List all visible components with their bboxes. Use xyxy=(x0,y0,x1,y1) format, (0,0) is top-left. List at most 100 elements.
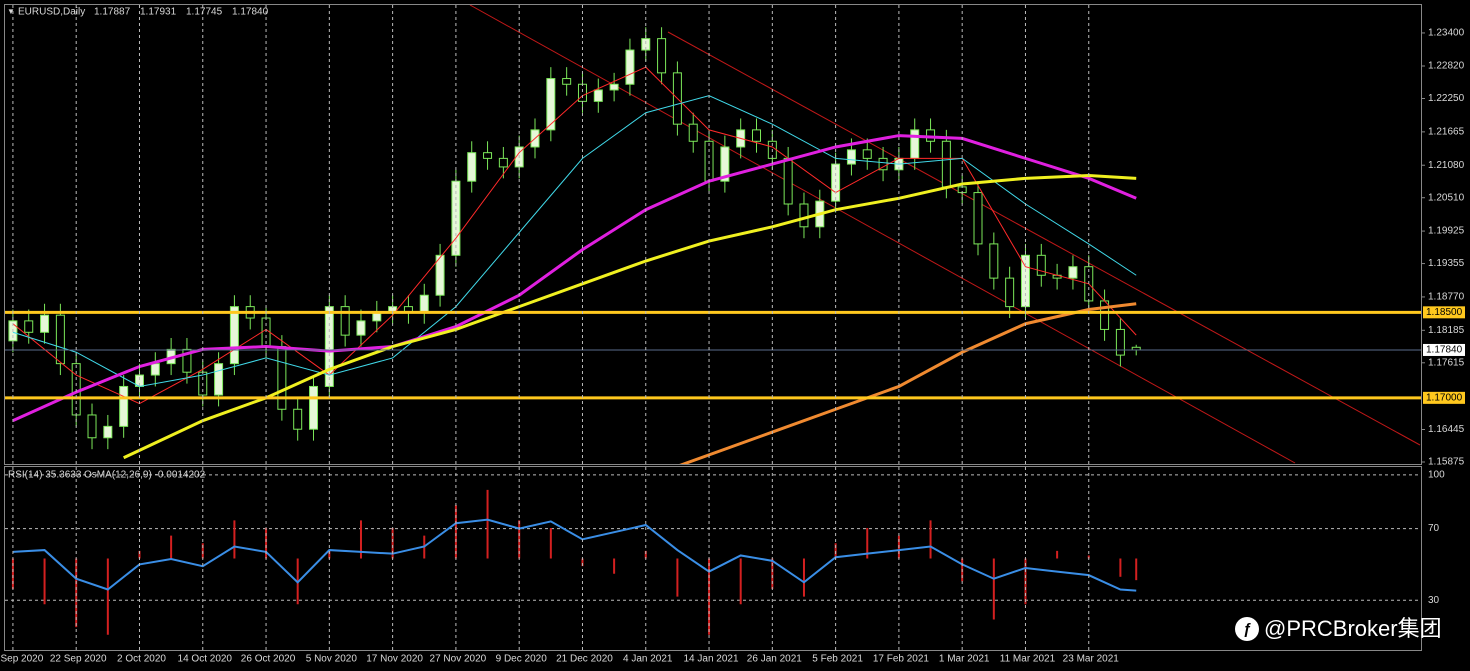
ma-line xyxy=(12,95,1137,387)
y-tick-label: 1.21665 xyxy=(1428,127,1465,138)
candle-body xyxy=(150,363,160,376)
y-tick-label: 1.18185 xyxy=(1428,325,1465,336)
candle-body xyxy=(40,314,50,333)
x-tick-label: 17 Nov 2020 xyxy=(366,654,423,665)
x-tick-label: 23 Mar 2021 xyxy=(1063,654,1120,665)
x-tick-label: 10 Sep 2020 xyxy=(0,654,44,665)
level-label: 1.17000 xyxy=(1426,392,1463,403)
oscillator-title: RSI(14) 35.3633 xyxy=(8,470,82,481)
channel-line xyxy=(469,5,1296,464)
candle-body xyxy=(546,78,556,131)
candle-body xyxy=(419,294,429,313)
candle-body xyxy=(878,157,888,171)
ma-line xyxy=(123,173,1137,460)
candle-body xyxy=(1036,254,1046,276)
candle-body xyxy=(293,408,303,430)
last-price-box xyxy=(1423,343,1465,356)
candle-body xyxy=(1068,266,1078,279)
candle-body xyxy=(119,385,129,427)
x-tick-label: 11 Mar 2021 xyxy=(1000,654,1056,665)
candle-body xyxy=(182,348,192,373)
y-tick-label: 1.20510 xyxy=(1428,192,1465,203)
x-tick-label: 5 Nov 2020 xyxy=(306,654,358,665)
candle-body xyxy=(688,123,698,142)
y-tick-label: 1.15875 xyxy=(1428,457,1465,468)
level-label: 1.18500 xyxy=(1426,307,1463,318)
watermark-text: @PRCBroker集团 xyxy=(1264,616,1442,641)
candle-body xyxy=(641,38,651,51)
candle-body xyxy=(214,363,224,396)
x-tick-label: 17 Feb 2021 xyxy=(873,654,930,665)
x-tick-label: 2 Oct 2020 xyxy=(117,654,166,665)
axes: 10 Sep 2020 22 Sep 2020 2 Oct 2020 14 Oct 2… xyxy=(0,5,1465,665)
y-tick-label: 1.22820 xyxy=(1428,61,1465,72)
x-tick-label: 14 Jan 2021 xyxy=(684,654,739,665)
candle-body xyxy=(625,49,635,85)
candle-body xyxy=(483,152,493,159)
candle-body xyxy=(55,314,65,365)
y-tick-label: 1.19355 xyxy=(1428,258,1465,269)
candle-body xyxy=(562,78,572,85)
channel-line xyxy=(667,31,1421,446)
watermark-icon xyxy=(1235,617,1259,641)
quote-value: 1.17745 xyxy=(186,7,223,18)
y-tick-label: 1.21080 xyxy=(1428,160,1465,171)
menu-arrow[interactable]: ▼ xyxy=(7,7,15,16)
candle-body xyxy=(435,254,445,296)
x-tick-label: 27 Nov 2020 xyxy=(430,654,487,665)
level-label-box xyxy=(1423,391,1465,404)
x-tick-label: 22 Sep 2020 xyxy=(50,654,107,665)
x-tick-label: 1 Mar 2021 xyxy=(939,654,990,665)
candle-body xyxy=(720,146,730,182)
candle-body xyxy=(752,129,762,142)
candle-body xyxy=(609,83,619,91)
x-tick-label: 9 Dec 2020 xyxy=(496,654,548,665)
last-price-label: 1.17840 xyxy=(1426,345,1463,356)
candle-body xyxy=(989,243,999,279)
watermark: ƒ @PRCBroker集团 xyxy=(1235,616,1442,641)
candle-body xyxy=(1100,300,1110,330)
candle-body xyxy=(309,385,319,430)
y-tick-label: 1.16445 xyxy=(1428,424,1465,435)
x-tick-label: 21 Dec 2020 xyxy=(556,654,613,665)
candle-body xyxy=(24,320,34,333)
candle-body xyxy=(340,306,350,336)
watermark-icon-glyph: ƒ xyxy=(1243,621,1251,638)
symbol-title: EURUSD,Daily xyxy=(18,7,85,18)
y-tick-label: 70 xyxy=(1428,523,1440,534)
candle-body xyxy=(467,152,477,182)
y-tick-label: 1.19925 xyxy=(1428,226,1465,237)
candle-body xyxy=(862,149,872,159)
oscillator-frame xyxy=(4,466,1422,651)
candle-body xyxy=(783,157,793,205)
y-tick-label: 30 xyxy=(1428,595,1440,606)
candle-body xyxy=(356,320,366,336)
y-tick-label: 1.18770 xyxy=(1428,292,1465,303)
candle-body xyxy=(1115,328,1125,356)
candle-body xyxy=(277,346,287,410)
candle-body xyxy=(593,89,603,102)
level-label-box xyxy=(1423,306,1465,319)
x-tick-label: 26 Oct 2020 xyxy=(241,654,296,665)
quote-value: 1.17931 xyxy=(140,7,177,18)
oscillator-subtitle: OsMA(12,26,9) -0.0014202 xyxy=(84,470,206,481)
candle-body xyxy=(87,414,97,439)
y-tick-label: 100 xyxy=(1428,470,1445,481)
candle-body xyxy=(229,306,239,365)
candle-body xyxy=(831,163,841,202)
candle-body xyxy=(846,149,856,165)
quote-value: 1.17887 xyxy=(94,7,131,18)
candle-body xyxy=(103,425,113,439)
y-tick-label: 1.23400 xyxy=(1428,28,1465,39)
candle-body xyxy=(973,192,983,245)
y-tick-label: 1.22250 xyxy=(1428,93,1465,104)
quote-value: 1.17840 xyxy=(232,7,269,18)
candle-body xyxy=(799,203,809,228)
x-tick-label: 4 Jan 2021 xyxy=(623,654,673,665)
price-frame xyxy=(4,4,1422,465)
candle-body xyxy=(1005,277,1015,308)
candle-body xyxy=(657,38,667,74)
y-tick-label: 1.17615 xyxy=(1428,357,1465,368)
